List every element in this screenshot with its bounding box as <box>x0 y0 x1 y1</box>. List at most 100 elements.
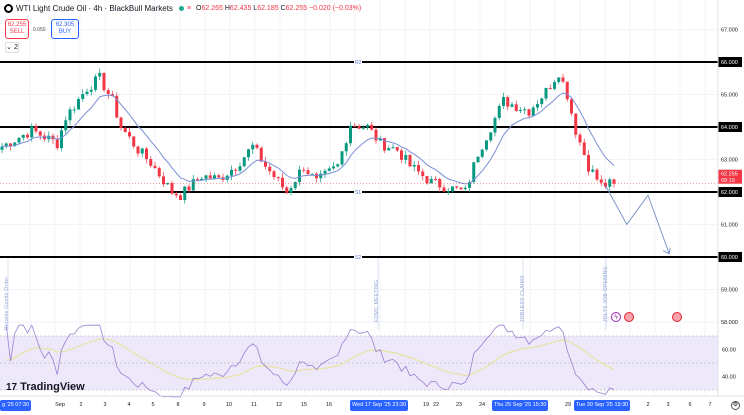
candle <box>391 147 395 149</box>
price-tick: 63.000 <box>721 158 738 164</box>
menu-icon[interactable]: ≡ <box>186 5 192 12</box>
candle <box>289 188 293 193</box>
date-tick: 3 <box>666 402 670 408</box>
candle <box>204 175 208 179</box>
candle <box>30 125 34 138</box>
crosshair-date-label: Wed 17 Sep '25 23:30 <box>350 400 409 411</box>
candle <box>455 186 459 188</box>
price-tick: 65.000 <box>721 93 738 99</box>
date-tick: 5 <box>151 402 155 408</box>
candle <box>570 99 573 114</box>
candle <box>404 155 408 160</box>
candle <box>174 193 178 196</box>
candle <box>578 134 582 143</box>
candle <box>136 146 140 154</box>
candle <box>429 178 433 184</box>
buy-button[interactable]: 62.305 BUY <box>51 19 79 39</box>
candle <box>259 147 263 162</box>
candle <box>472 162 476 183</box>
candle <box>4 143 8 147</box>
date-tick: 4 <box>127 402 131 408</box>
price-tick: 61.000 <box>721 223 738 229</box>
candle <box>332 166 335 169</box>
date-tick: 2 <box>79 402 83 408</box>
candle <box>170 183 174 194</box>
event-fomc: FOMC MEETING <box>374 279 380 323</box>
candle <box>340 151 344 165</box>
candle <box>268 166 272 172</box>
candle <box>217 175 221 178</box>
symbol-title[interactable]: WTI Light Crude Oil · 4h · BlackBull Mar… <box>16 4 173 13</box>
rsi-tick: 40.00 <box>722 375 736 381</box>
indicators-collapse-button[interactable]: ⌄ 2 <box>5 42 19 53</box>
moving-average-line <box>1 92 615 185</box>
candle <box>123 127 127 133</box>
candle <box>255 144 259 148</box>
candle <box>81 93 85 100</box>
candle <box>425 176 429 184</box>
settings-gear-icon[interactable]: ⚙ <box>731 401 740 410</box>
candle <box>208 175 212 179</box>
candle <box>387 148 391 151</box>
sell-button[interactable]: 62.255 SELL <box>5 19 29 39</box>
date-tick: Sep <box>55 402 65 408</box>
current-price-label: 62.255 <box>721 172 738 178</box>
candle <box>60 130 63 149</box>
candle <box>13 142 17 147</box>
date-tick: 8 <box>176 402 180 408</box>
candle <box>64 120 68 131</box>
candle <box>310 173 314 175</box>
candle <box>102 72 106 91</box>
projection-arrow-icon <box>663 247 671 255</box>
tradingview-logo: 17 TradingView <box>6 381 85 393</box>
rsi-band <box>0 336 718 390</box>
event-jolts: JOLTS JOB OPENING <box>603 266 609 322</box>
candle <box>446 191 450 193</box>
candle <box>247 149 250 158</box>
price-tick: 58.000 <box>721 320 738 326</box>
candle <box>604 182 607 187</box>
date-tick: 10 <box>225 402 233 408</box>
candle <box>438 179 442 188</box>
date-tick: 22 <box>432 402 440 408</box>
candle <box>459 187 463 190</box>
candle <box>327 168 331 171</box>
symbol-logo-icon <box>4 4 13 13</box>
us-flag-icon[interactable] <box>624 312 634 322</box>
candle <box>536 104 539 108</box>
candle <box>306 170 310 175</box>
candle <box>366 124 369 128</box>
date-tick: 29 <box>564 402 572 408</box>
candle <box>412 165 416 167</box>
us-flag-icon[interactable] <box>672 312 682 322</box>
date-tick: 7 <box>708 402 712 408</box>
level-price-tag <box>718 252 742 262</box>
candle <box>468 182 471 188</box>
date-tick: 24 <box>478 402 486 408</box>
candle <box>489 132 493 141</box>
candle <box>548 87 552 89</box>
candle <box>421 171 425 177</box>
candle <box>238 166 242 171</box>
candle <box>553 82 556 89</box>
candle <box>349 125 352 144</box>
lightning-event-icon[interactable]: ϟ <box>611 312 621 322</box>
candle <box>145 148 148 160</box>
rsi-tick: 60.00 <box>722 348 736 354</box>
candle <box>336 164 340 167</box>
candle <box>383 138 386 151</box>
event-durable-goods: Durable Goods Order <box>4 276 10 330</box>
candle <box>493 117 497 133</box>
projection-path <box>605 185 670 254</box>
candle <box>89 89 93 92</box>
price-tick: 64.000 <box>721 125 738 131</box>
candle <box>557 77 561 83</box>
candle <box>544 87 548 99</box>
date-tick: 11 <box>251 402 257 408</box>
candle <box>38 131 42 136</box>
candle <box>574 113 578 135</box>
candle <box>514 104 518 111</box>
candle <box>442 187 446 192</box>
candle <box>531 107 535 116</box>
